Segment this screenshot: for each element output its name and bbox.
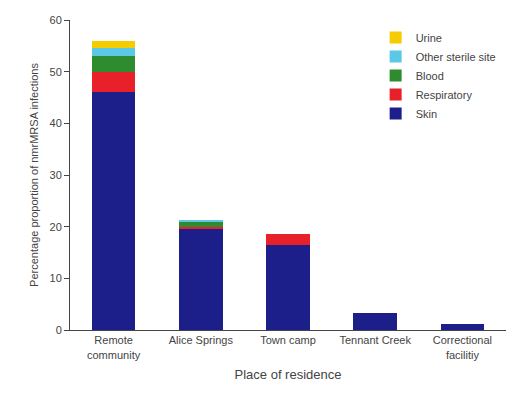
svg-text:10: 10 bbox=[50, 272, 62, 284]
svg-text:Remotecommunity: Remotecommunity bbox=[87, 334, 141, 360]
svg-text:20: 20 bbox=[50, 221, 62, 233]
svg-text:Blood: Blood bbox=[416, 70, 444, 82]
svg-text:30: 30 bbox=[50, 169, 62, 181]
svg-text:Respiratory: Respiratory bbox=[416, 89, 473, 101]
svg-text:Town camp: Town camp bbox=[260, 334, 316, 346]
svg-text:Alice Springs: Alice Springs bbox=[169, 334, 234, 346]
svg-text:Other sterile site: Other sterile site bbox=[416, 51, 496, 63]
svg-text:Place of residence: Place of residence bbox=[235, 367, 342, 382]
svg-text:Urine: Urine bbox=[416, 32, 442, 44]
svg-text:Tennant Creek: Tennant Creek bbox=[339, 334, 411, 346]
svg-text:50: 50 bbox=[50, 66, 62, 78]
svg-text:0: 0 bbox=[56, 324, 62, 336]
svg-text:Correctionalfacilitiy: Correctionalfacilitiy bbox=[433, 334, 492, 360]
svg-text:40: 40 bbox=[50, 117, 62, 129]
svg-text:60: 60 bbox=[50, 14, 62, 26]
svg-text:Skin: Skin bbox=[416, 108, 437, 120]
svg-text:Percentage proportion of nmrMR: Percentage proportion of nmrMRSA infecti… bbox=[28, 63, 40, 287]
